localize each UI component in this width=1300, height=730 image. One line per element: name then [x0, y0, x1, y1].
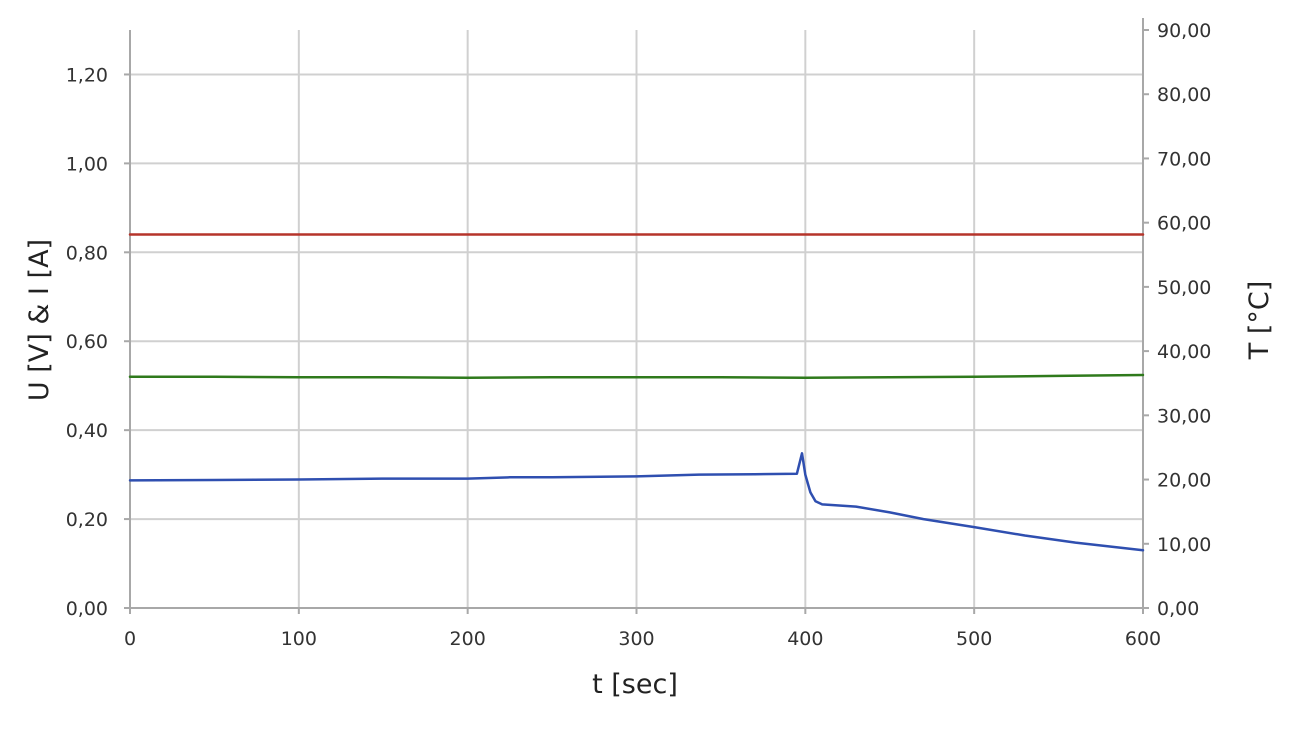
- y2-tick-label: 30,00: [1157, 405, 1211, 427]
- y2-tick-label: 70,00: [1157, 148, 1211, 170]
- y-tick-label: 1,00: [66, 153, 108, 175]
- x-tick-label: 300: [618, 628, 654, 650]
- y-tick-label: 0,60: [66, 331, 108, 353]
- x-tick-label: 500: [956, 628, 992, 650]
- series-layer: [128, 233, 1145, 552]
- x-tick-label: 200: [450, 628, 486, 650]
- x-tick-label: 600: [1125, 628, 1161, 650]
- series-line-3: [128, 452, 1145, 552]
- y2-tick-label: 60,00: [1157, 213, 1211, 235]
- y-axis-title-right: T [°C]: [1244, 281, 1275, 361]
- x-tick-label: 0: [124, 628, 136, 650]
- y2-tick-label: 10,00: [1157, 534, 1211, 556]
- y-tick-label: 0,40: [66, 420, 108, 442]
- x-tick-label: 100: [281, 628, 317, 650]
- label-layer: 0 100 200 300 400 500 600 0,00 0,20 0,40 0,60 0,80 1…: [66, 20, 1212, 650]
- grid-layer: [130, 30, 1144, 608]
- y-tick-label: 0,00: [66, 598, 108, 620]
- axis-layer: [124, 18, 1149, 614]
- y2-tick-label: 20,00: [1157, 470, 1211, 492]
- y2-tick-label: 90,00: [1157, 20, 1211, 42]
- y-tick-label: 1,20: [66, 64, 108, 86]
- y2-tick-label: 40,00: [1157, 341, 1211, 363]
- y2-tick-label: 80,00: [1157, 84, 1211, 106]
- x-tick-label: 400: [787, 628, 823, 650]
- y-tick-label: 0,80: [66, 242, 108, 264]
- y-axis-title-left: U [V] & I [A]: [24, 239, 55, 401]
- x-axis-title: t [sec]: [592, 669, 678, 700]
- y2-tick-label: 0,00: [1157, 598, 1199, 620]
- y2-tick-label: 50,00: [1157, 277, 1211, 299]
- y-tick-label: 0,20: [66, 509, 108, 531]
- series-line-2: [128, 373, 1145, 379]
